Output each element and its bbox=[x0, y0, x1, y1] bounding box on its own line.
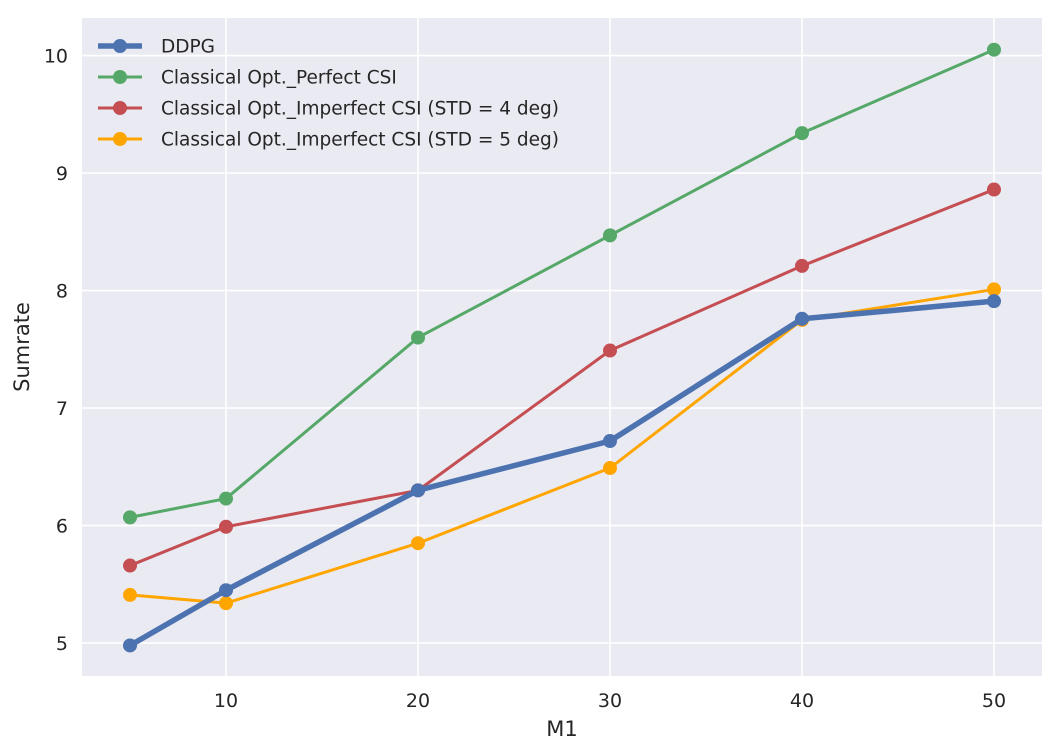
data-point bbox=[987, 182, 1001, 197]
legend-item: Classical Opt._Imperfect CSI (STD = 4 de… bbox=[98, 99, 559, 120]
legend-label: Classical Opt._Imperfect CSI (STD = 4 de… bbox=[161, 99, 559, 120]
legend-label: Classical Opt._Imperfect CSI (STD = 5 de… bbox=[161, 130, 559, 151]
plot-background bbox=[82, 18, 1042, 676]
series-layer bbox=[123, 42, 1001, 653]
y-tick-label: 8 bbox=[56, 281, 68, 303]
legend-marker bbox=[113, 70, 127, 84]
data-point bbox=[603, 434, 617, 448]
series-ddpg bbox=[123, 294, 1001, 653]
data-point bbox=[219, 583, 233, 598]
data-point bbox=[987, 294, 1001, 309]
data-point bbox=[603, 461, 617, 476]
y-tick-label: 10 bbox=[44, 46, 68, 68]
data-point bbox=[123, 510, 137, 525]
data-point bbox=[123, 587, 137, 602]
legend-marker bbox=[113, 132, 127, 146]
data-point bbox=[987, 42, 1001, 57]
x-tick-label: 40 bbox=[790, 690, 814, 712]
series-line bbox=[128, 188, 996, 568]
data-point bbox=[123, 558, 137, 573]
data-point bbox=[603, 228, 617, 243]
legend: DDPG Classical Opt._Perfect CSI Classical … bbox=[98, 37, 559, 151]
legend-marker bbox=[113, 39, 127, 53]
data-point bbox=[795, 311, 809, 326]
x-tick-label: 30 bbox=[598, 690, 622, 712]
x-tick-label: 10 bbox=[214, 690, 238, 712]
x-tick-label: 20 bbox=[406, 690, 430, 712]
y-axis-label: Sumrate bbox=[10, 302, 34, 392]
data-point bbox=[411, 483, 425, 498]
series-line bbox=[128, 48, 996, 519]
tick-labels: 10 20 30 40 50 5 6 7 8 9 10 bbox=[44, 46, 1006, 712]
series-line bbox=[127, 298, 997, 649]
legend-item: Classical Opt._Perfect CSI bbox=[98, 68, 397, 89]
data-point bbox=[987, 282, 1001, 297]
data-point bbox=[219, 596, 233, 611]
series-classical-opt-imperfect-csi-std-4-deg- bbox=[123, 182, 1001, 573]
data-point bbox=[219, 491, 233, 506]
data-point bbox=[603, 343, 617, 358]
legend-item: DDPG bbox=[98, 37, 215, 58]
series-classical-opt-perfect-csi bbox=[123, 42, 1001, 525]
y-tick-label: 5 bbox=[56, 633, 68, 655]
legend-item: Classical Opt._Imperfect CSI (STD = 5 de… bbox=[98, 130, 559, 151]
x-tick-label: 50 bbox=[982, 690, 1006, 712]
data-point bbox=[795, 258, 809, 273]
data-point bbox=[411, 330, 425, 345]
x-axis-label: M1 bbox=[546, 717, 577, 741]
data-point bbox=[123, 638, 137, 653]
legend-label: DDPG bbox=[161, 37, 215, 58]
legend-marker bbox=[113, 101, 127, 115]
data-point bbox=[411, 536, 425, 551]
y-tick-label: 6 bbox=[56, 516, 68, 538]
y-tick-label: 7 bbox=[56, 398, 68, 420]
legend-label: Classical Opt._Perfect CSI bbox=[161, 68, 397, 89]
data-point bbox=[219, 519, 233, 534]
data-point bbox=[795, 126, 809, 141]
y-tick-label: 9 bbox=[56, 163, 68, 185]
